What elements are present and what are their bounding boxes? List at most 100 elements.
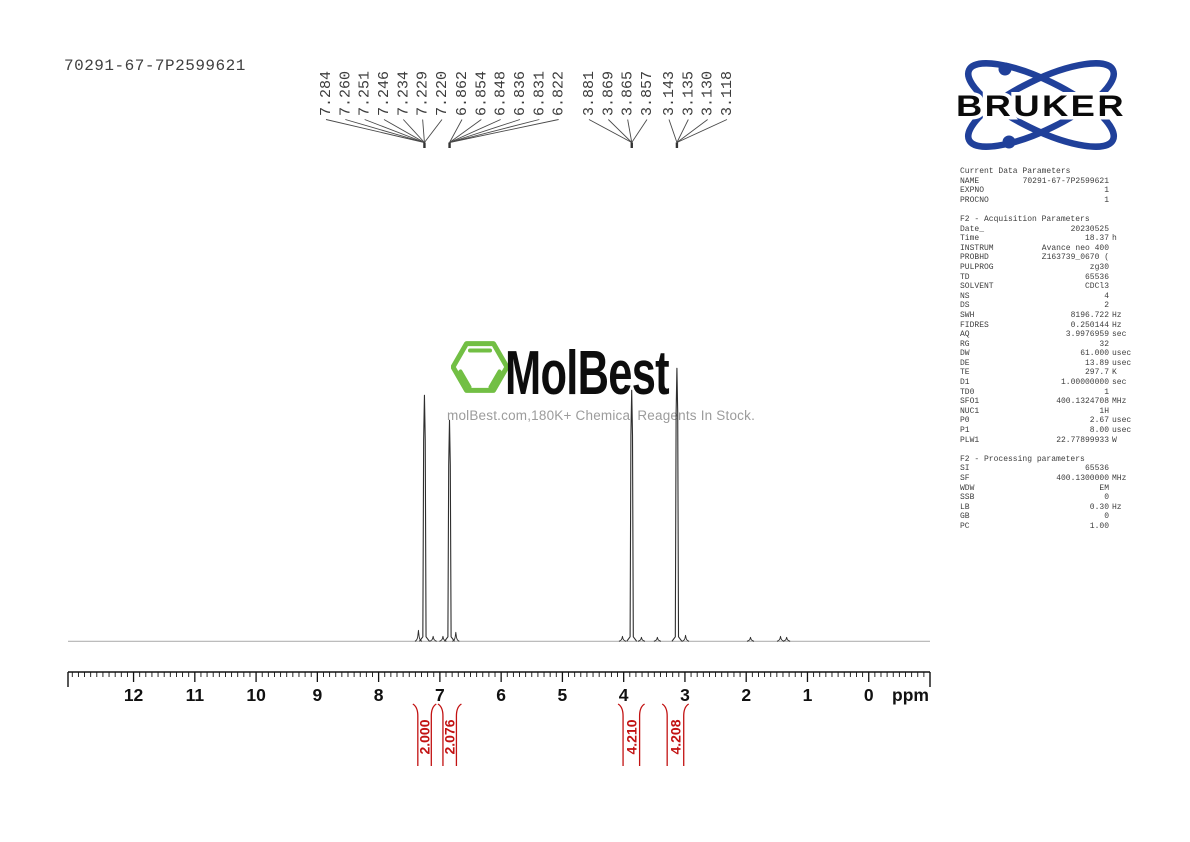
- peak-label-connector: [422, 119, 425, 143]
- parameter-row: DW 61.000 usec: [960, 349, 1132, 359]
- parameter-cell: CDCl3: [1084, 282, 1109, 292]
- integral-value: 2.000: [417, 719, 433, 754]
- parameter-cell: PULPROG: [960, 262, 994, 272]
- peak-shift-label: 3.857: [639, 71, 656, 116]
- parameter-cell: 32: [1099, 339, 1109, 349]
- parameter-row: SOLVENT CDCl3: [960, 282, 1132, 292]
- peak-label-connector: [449, 119, 482, 143]
- parameter-cell: 297.7: [1084, 368, 1109, 378]
- peak-shift-label: 7.229: [415, 71, 432, 116]
- parameter-cell: [1109, 225, 1132, 235]
- parameter-cell: 8.00: [1089, 426, 1109, 436]
- minor-peak: [618, 635, 627, 642]
- parameter-cell: 20230525: [1070, 224, 1109, 234]
- peak-label-connector: [668, 119, 678, 143]
- parameter-cell: usec: [1112, 416, 1132, 426]
- peak-shift-label: 6.836: [512, 71, 529, 116]
- bruker-orbit-dots-icon: [998, 62, 1016, 149]
- parameter-row: SF 400.1300000 MHz: [960, 474, 1132, 484]
- parameter-cell: Time: [960, 234, 980, 244]
- x-axis-tick-label: 8: [374, 685, 384, 705]
- peak-shift-label: 7.260: [337, 71, 354, 116]
- parameter-cell: 400.1300000: [1056, 474, 1109, 483]
- parameter-cell: [1109, 282, 1132, 292]
- integral-bracket-right: [683, 703, 690, 766]
- parameter-cell: 1: [1104, 186, 1109, 196]
- parameter-cell: LB: [960, 502, 970, 512]
- peak-label-connector: [449, 119, 521, 143]
- parameter-cell: SSB: [960, 493, 975, 503]
- parameter-cell: 1H: [1099, 406, 1109, 416]
- parameter-cell: TD0: [960, 387, 975, 397]
- parameters-panel: Current Data Parameters NAME 70291-67-7P25…: [960, 167, 1132, 532]
- parameter-cell: [1109, 484, 1132, 494]
- bruker-logo: BRUKER: [952, 58, 1130, 158]
- minor-peak: [782, 636, 791, 642]
- parameter-row: NS 4: [960, 292, 1132, 302]
- minor-peak: [653, 636, 662, 642]
- parameter-cell: SWH: [960, 310, 975, 320]
- peak-label-connector: [449, 119, 559, 143]
- minor-peak: [681, 634, 690, 642]
- peak-shift-label: 6.848: [493, 71, 510, 116]
- parameter-cell: PC: [960, 521, 970, 531]
- parameter-row: GB 0: [960, 512, 1132, 522]
- parameter-cell: [1109, 186, 1132, 196]
- integral-value: 4.208: [667, 719, 683, 754]
- molbest-brand-text: MolBest: [505, 339, 670, 408]
- peak-shift-label: 6.854: [473, 71, 490, 116]
- parameter-cell: P1: [960, 426, 970, 436]
- parameter-row: INSTRUM Avance neo 400: [960, 244, 1132, 254]
- parameter-row: PROCNO 1: [960, 196, 1132, 206]
- parameter-cell: WDW: [960, 483, 975, 493]
- parameter-cell: [1109, 301, 1132, 311]
- integral-bracket-left: [437, 703, 444, 766]
- parameter-cell: NAME: [960, 176, 980, 186]
- peak-label-connector: [631, 119, 648, 143]
- parameter-cell: 1: [1104, 387, 1109, 397]
- parameter-cell: 0.250144: [1070, 320, 1109, 330]
- peak-shift-label: 3.135: [680, 71, 697, 116]
- peak-label-connector: [364, 119, 425, 143]
- parameter-cell: 70291-67-7P2599621: [1022, 176, 1109, 186]
- parameter-cell: sec: [1112, 330, 1127, 340]
- parameter-cell: Z163739_0670 (: [1041, 253, 1109, 263]
- integral-value: 4.210: [623, 719, 639, 754]
- parameter-cell: usec: [1112, 426, 1132, 436]
- parameter-cell: h: [1112, 234, 1117, 244]
- peak-label-connector: [325, 119, 425, 143]
- parameter-cell: SF: [960, 474, 970, 483]
- parameter-cell: [1109, 292, 1132, 302]
- peak-label-connector: [449, 119, 501, 143]
- parameter-row: PLW1 22.77899933 W: [960, 436, 1132, 446]
- parameter-cell: DE: [960, 358, 970, 368]
- integral-value: 2.076: [442, 719, 458, 754]
- parameter-row: FIDRES 0.250144 Hz: [960, 321, 1132, 331]
- x-axis-tick-label: 0: [864, 685, 874, 705]
- parameter-row: SFO1 400.1324708 MHz: [960, 397, 1132, 407]
- parameter-row: SSB 0: [960, 493, 1132, 503]
- parameter-section-header: F2 - Processing parameters: [960, 454, 1085, 464]
- parameter-cell: 8196.722: [1070, 310, 1109, 320]
- peak-shift-label: 3.143: [661, 71, 678, 116]
- parameter-cell: 0: [1104, 512, 1109, 522]
- parameter-cell: [1109, 464, 1132, 474]
- parameter-cell: [1109, 196, 1132, 206]
- parameter-cell: 1.00: [1089, 521, 1109, 531]
- parameter-cell: INSTRUM: [960, 243, 994, 253]
- parameter-cell: DS: [960, 301, 970, 311]
- parameter-row: DS 2: [960, 301, 1132, 311]
- integral-bracket-right: [638, 703, 645, 766]
- parameter-row: P1 8.00 usec: [960, 426, 1132, 436]
- x-axis-tick-label: 5: [558, 685, 568, 705]
- parameter-cell: K: [1112, 368, 1117, 378]
- peak-label-connector: [449, 119, 463, 143]
- nmr-peak: [671, 367, 683, 642]
- parameter-cell: PROBHD: [960, 253, 989, 263]
- parameter-cell: W: [1112, 435, 1117, 445]
- parameter-cell: TD: [960, 272, 970, 282]
- sample-id: 70291-67-7P2599621: [64, 57, 246, 75]
- parameter-cell: EM: [1099, 483, 1109, 493]
